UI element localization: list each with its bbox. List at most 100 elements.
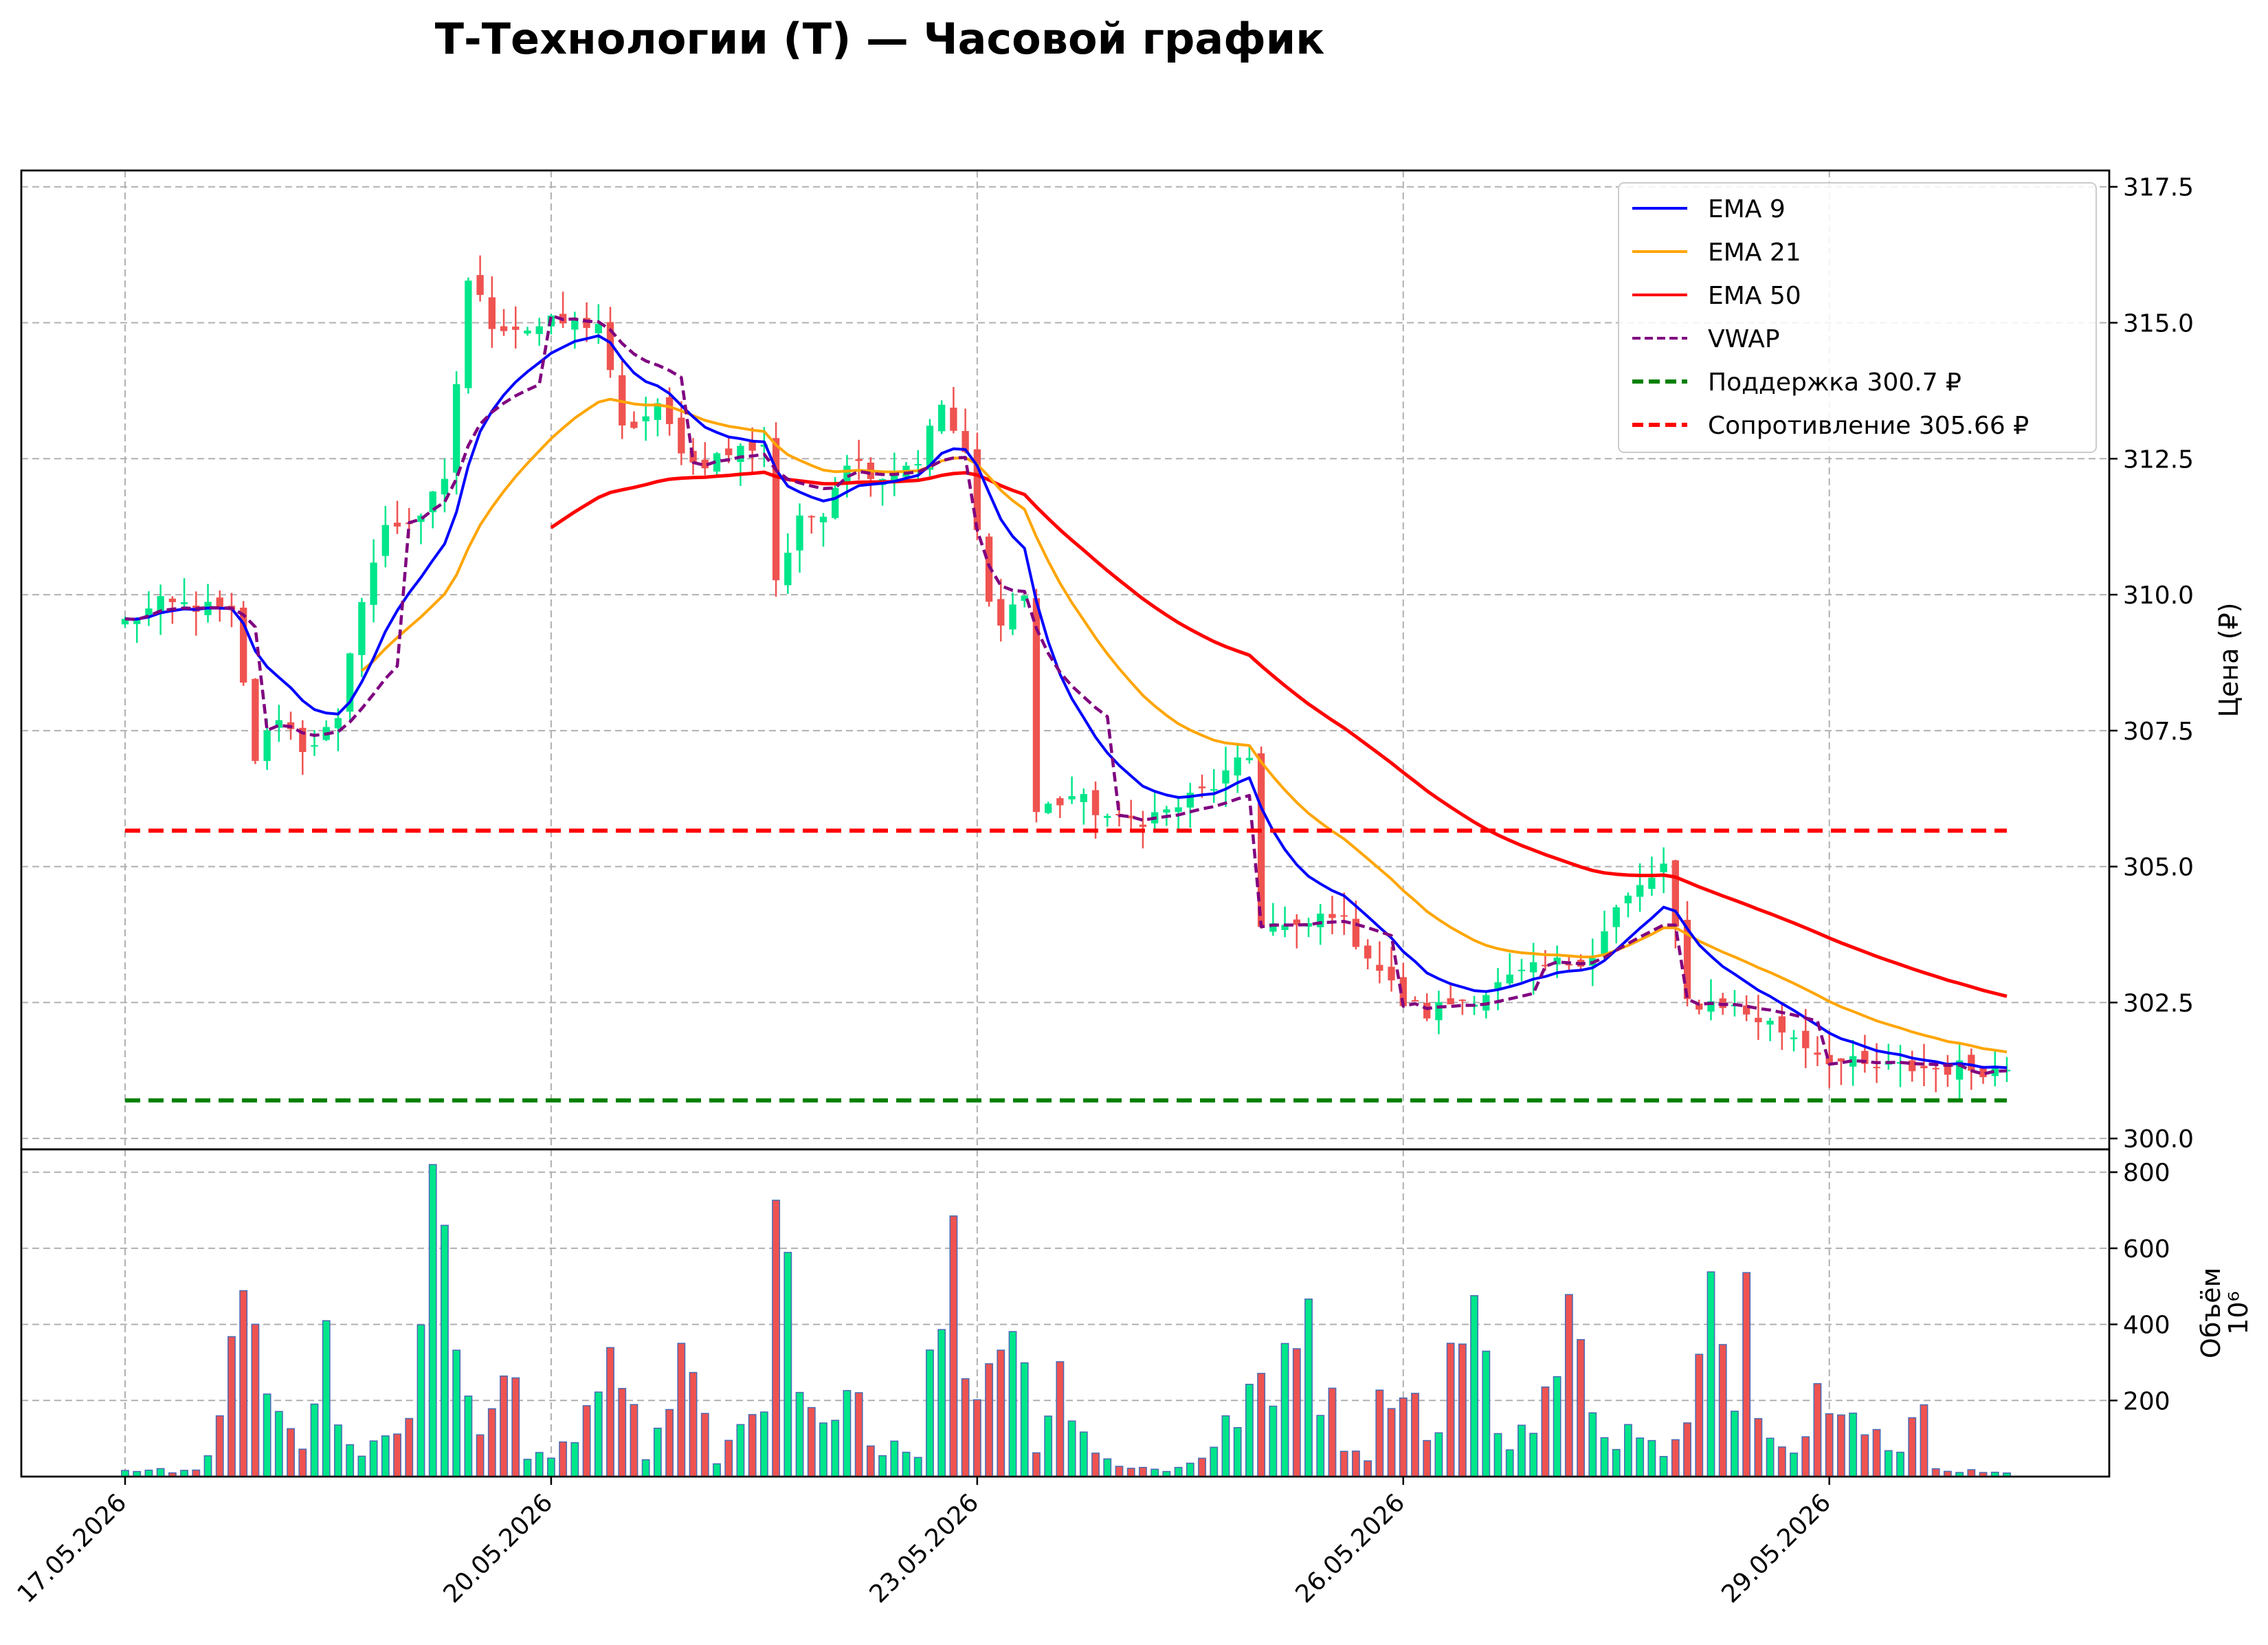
volume-bar <box>156 1468 165 1477</box>
volume-bar <box>772 1200 781 1477</box>
candle-body <box>1127 815 1135 819</box>
volume-bar <box>357 1455 366 1477</box>
candle-body <box>891 474 898 481</box>
volume-bar <box>606 1347 614 1477</box>
volume-bar <box>310 1403 319 1477</box>
candle-body <box>334 718 342 729</box>
volume-bar <box>511 1377 520 1477</box>
volume-bar <box>1612 1448 1621 1477</box>
volume-tick-label: 800 <box>2123 1159 2170 1187</box>
candle-body <box>346 653 354 712</box>
volume-bar <box>1423 1439 1432 1477</box>
volume-bar <box>1588 1412 1597 1477</box>
volume-bar <box>1884 1450 1893 1477</box>
volume-bar <box>689 1371 698 1477</box>
volume-bar <box>1470 1295 1479 1477</box>
volume-bar <box>441 1224 449 1477</box>
candle-body <box>1565 964 1573 966</box>
x-tick-label: 20.05.2026 <box>438 1488 559 1609</box>
candle-body <box>1458 1000 1467 1002</box>
volume-bar <box>1339 1450 1348 1477</box>
volume-bar <box>322 1320 331 1477</box>
volume-bar <box>1659 1456 1668 1477</box>
candle-body <box>1045 804 1052 813</box>
candle-body <box>938 404 946 432</box>
volume-bar <box>1967 1469 1976 1477</box>
volume-bar <box>795 1391 804 1477</box>
volume-axis-ticks: 200 400 600 800 <box>2109 1159 2170 1415</box>
price-tick-label: 305.0 <box>2123 854 2194 882</box>
volume-bar <box>416 1324 425 1477</box>
volume-bar <box>203 1455 212 1477</box>
volume-bar <box>1683 1422 1691 1477</box>
legend-label-ema50: EMA 50 <box>1708 282 1801 310</box>
candle-body <box>1944 1066 1952 1075</box>
volume-bar <box>559 1441 568 1477</box>
candle-body <box>1802 1030 1810 1048</box>
volume-bar <box>1931 1468 1940 1477</box>
candle-body <box>1612 907 1620 927</box>
volume-bar <box>985 1363 993 1477</box>
volume-bar <box>1849 1412 1858 1477</box>
volume-bar <box>926 1349 934 1477</box>
volume-bar <box>972 1399 981 1477</box>
candle-body <box>772 438 780 581</box>
candle-body <box>1399 977 1407 1006</box>
candle-body <box>819 516 827 522</box>
price-tick-label: 300.0 <box>2123 1125 2194 1153</box>
candle-body <box>1494 982 1502 989</box>
candle-body <box>1920 1066 1928 1068</box>
volume-bar <box>1233 1426 1242 1477</box>
x-tick-label: 23.05.2026 <box>864 1488 984 1609</box>
candle-body <box>1447 998 1454 1004</box>
volume-bar <box>1636 1437 1645 1477</box>
volume-bar <box>1493 1433 1502 1477</box>
candle-body <box>535 326 543 334</box>
volume-tick-label: 200 <box>2123 1387 2170 1415</box>
volume-axis-label: Объём <box>2196 1268 2226 1358</box>
volume-bar <box>1742 1272 1751 1477</box>
volume-bar <box>807 1406 816 1477</box>
volume-bar <box>1624 1424 1632 1477</box>
volume-bar <box>700 1413 709 1477</box>
candle-body <box>417 516 425 522</box>
volume-bar <box>476 1434 485 1477</box>
volume-bar <box>1718 1344 1727 1477</box>
legend-box <box>1618 182 2097 453</box>
candle-body <box>1707 1001 1715 1012</box>
candle-body <box>654 403 662 420</box>
candle-body <box>1210 788 1218 791</box>
candle-body <box>1317 914 1324 927</box>
candle-body <box>583 318 590 329</box>
volume-bar <box>1126 1468 1135 1477</box>
candle-body <box>985 536 993 602</box>
candle-body <box>1979 1067 1987 1077</box>
price-panel: 300.0 302.5 305.0 307.5 310.0 312.5 315.0 317.5… <box>20 169 2244 1153</box>
candle-body <box>748 441 756 451</box>
volume-bar <box>570 1442 579 1477</box>
volume-bar <box>215 1415 224 1477</box>
candle-body <box>370 562 377 605</box>
candle-body <box>524 330 531 334</box>
candle-body <box>1293 919 1300 925</box>
volume-bar <box>1292 1348 1301 1477</box>
candle-body <box>1837 1058 1845 1062</box>
candle-body <box>263 730 271 762</box>
volume-bar <box>523 1459 532 1477</box>
candle-body <box>1660 863 1667 872</box>
candle-body <box>441 478 449 495</box>
volume-bar <box>1695 1354 1704 1477</box>
candle-body <box>843 465 851 483</box>
candle-body <box>465 280 472 388</box>
volume-bar <box>1351 1450 1360 1477</box>
volume-bar <box>393 1433 401 1477</box>
volume-gridlines <box>21 1171 2109 1402</box>
volume-bar <box>1210 1446 1219 1477</box>
candle-body <box>121 619 129 625</box>
volume-bar <box>1564 1294 1573 1477</box>
volume-bar <box>1032 1452 1041 1477</box>
volume-bar <box>287 1428 295 1477</box>
candle-body <box>1352 918 1360 947</box>
candle-body <box>1364 945 1372 959</box>
volume-bar <box>405 1417 414 1477</box>
